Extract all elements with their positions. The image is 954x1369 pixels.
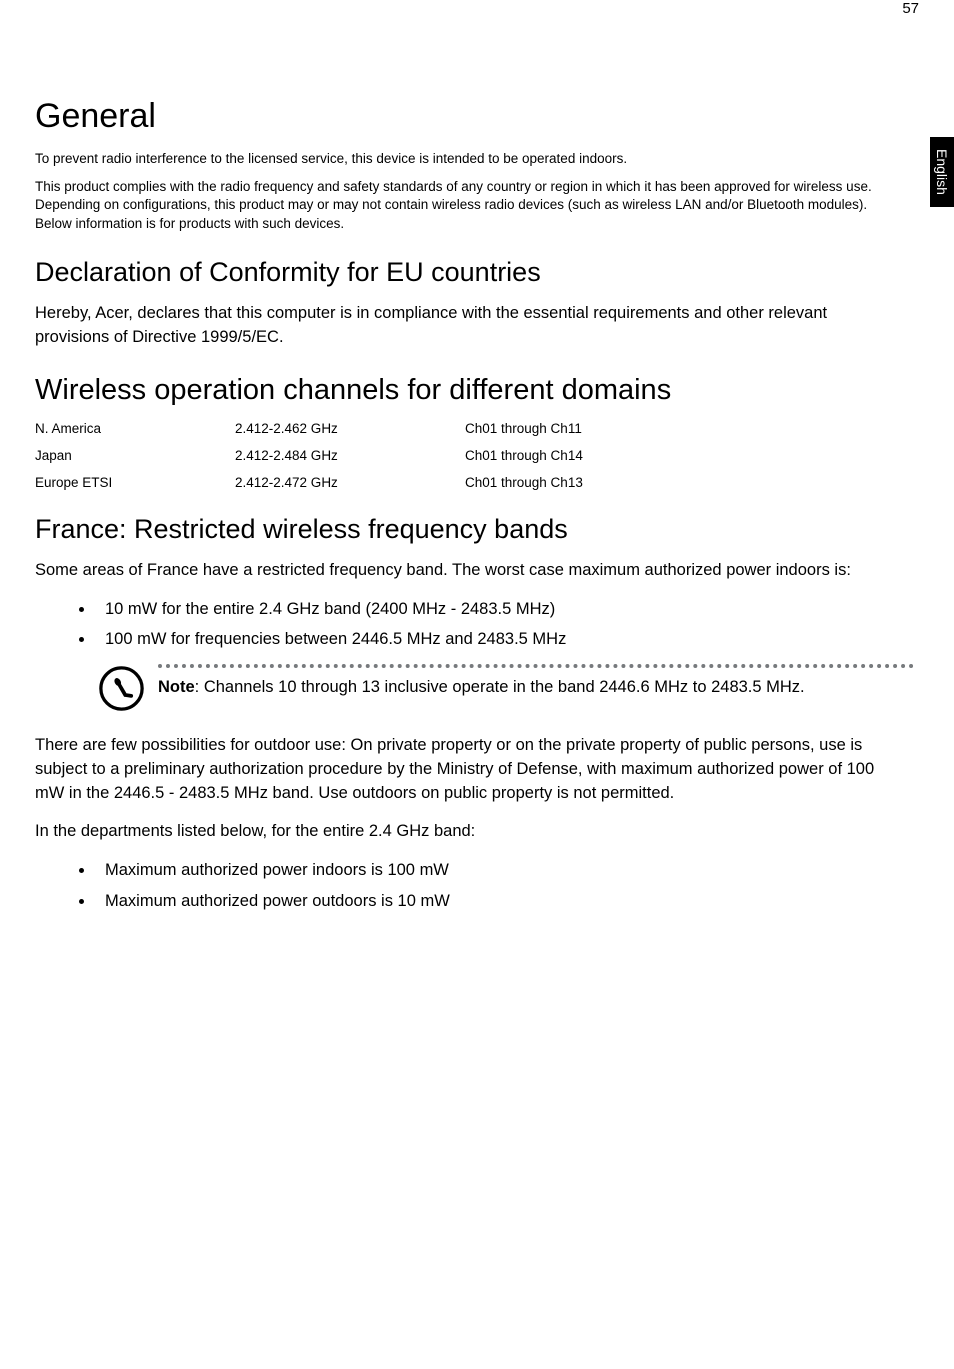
list-item: 10 mW for the entire 2.4 GHz band (2400 … xyxy=(95,597,919,622)
region-cell: Japan xyxy=(35,448,235,463)
paragraph-france-intro: Some areas of France have a restricted f… xyxy=(35,559,905,583)
channels-table: N. America 2.412-2.462 GHz Ch01 through … xyxy=(35,421,919,490)
note-body: : Channels 10 through 13 inclusive opera… xyxy=(195,678,805,696)
paragraph-compliance: This product complies with the radio fre… xyxy=(35,178,905,233)
france-bullet-list: 10 mW for the entire 2.4 GHz band (2400 … xyxy=(35,597,919,653)
paragraph-dept-intro: In the departments listed below, for the… xyxy=(35,820,905,844)
channel-cell: Ch01 through Ch14 xyxy=(465,448,583,463)
table-row: Europe ETSI 2.412-2.472 GHz Ch01 through… xyxy=(35,475,919,490)
paragraph-radio-interference: To prevent radio interference to the lic… xyxy=(35,150,905,168)
channel-cell: Ch01 through Ch13 xyxy=(465,475,583,490)
list-item: 100 mW for frequencies between 2446.5 MH… xyxy=(95,627,919,652)
paragraph-declaration: Hereby, Acer, declares that this compute… xyxy=(35,302,905,350)
table-row: Japan 2.412-2.484 GHz Ch01 through Ch14 xyxy=(35,448,919,463)
table-row: N. America 2.412-2.462 GHz Ch01 through … xyxy=(35,421,919,436)
frequency-cell: 2.412-2.462 GHz xyxy=(235,421,465,436)
language-tab: English xyxy=(930,137,954,207)
note-content: Note: Channels 10 through 13 inclusive o… xyxy=(158,664,914,700)
region-cell: N. America xyxy=(35,421,235,436)
heading-france: France: Restricted wireless frequency ba… xyxy=(35,514,919,545)
page-number: 57 xyxy=(0,0,919,17)
note-label: Note xyxy=(158,678,195,696)
note-text: Note: Channels 10 through 13 inclusive o… xyxy=(158,676,914,700)
frequency-cell: 2.412-2.472 GHz xyxy=(235,475,465,490)
note-block: Note: Channels 10 through 13 inclusive o… xyxy=(99,664,914,716)
paragraph-outdoor-use: There are few possibilities for outdoor … xyxy=(35,734,905,806)
heading-declaration: Declaration of Conformity for EU countri… xyxy=(35,257,919,288)
list-item: Maximum authorized power outdoors is 10 … xyxy=(95,889,919,914)
heading-wireless-channels: Wireless operation channels for differen… xyxy=(35,374,919,407)
dotted-divider xyxy=(158,664,914,668)
list-item: Maximum authorized power indoors is 100 … xyxy=(95,858,919,883)
note-icon xyxy=(99,666,144,716)
channel-cell: Ch01 through Ch11 xyxy=(465,421,582,436)
frequency-cell: 2.412-2.484 GHz xyxy=(235,448,465,463)
region-cell: Europe ETSI xyxy=(35,475,235,490)
dept-bullet-list: Maximum authorized power indoors is 100 … xyxy=(35,858,919,914)
heading-general: General xyxy=(35,97,919,136)
page-content: English General To prevent radio interfe… xyxy=(0,17,954,985)
